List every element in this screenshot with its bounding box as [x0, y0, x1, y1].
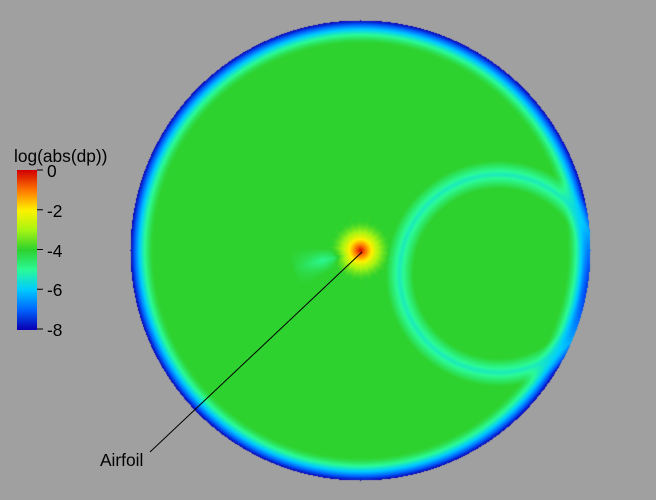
- colorbar-tick-label: -6: [47, 280, 62, 301]
- colorbar-tick-label: -8: [47, 320, 62, 341]
- overlay-svg: [0, 0, 656, 500]
- figure-root: 0-2-4-6-8 log(abs(dp)) Airfoil: [0, 0, 656, 500]
- colorbar-tick-label: -2: [47, 201, 62, 222]
- annotation-airfoil-label: Airfoil: [100, 450, 143, 471]
- colorbar-tick-label: -4: [47, 241, 62, 262]
- colorbar-title: log(abs(dp)): [14, 146, 107, 167]
- annotation-leader-line: [150, 252, 362, 452]
- colorbar: 0-2-4-6-8: [17, 170, 37, 330]
